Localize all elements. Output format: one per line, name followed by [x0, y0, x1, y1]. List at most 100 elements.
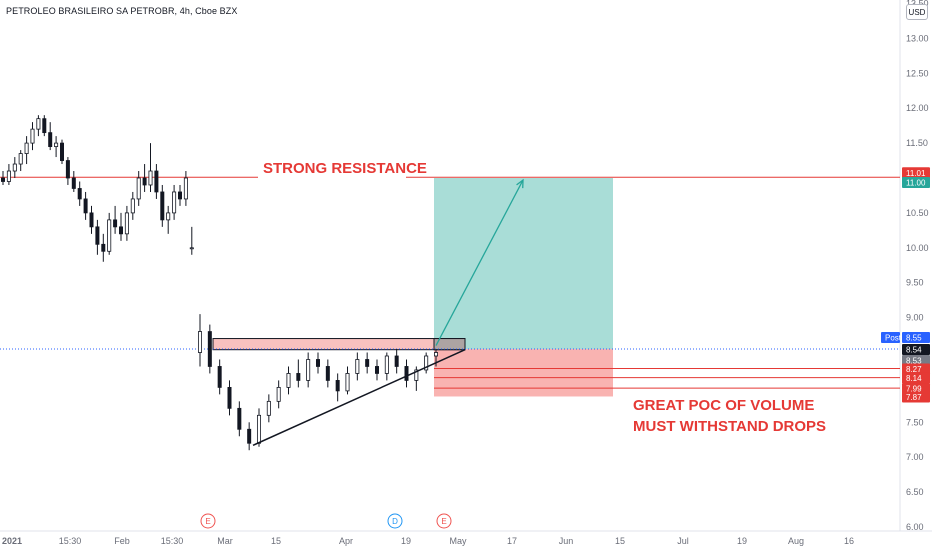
- candle-body: [0, 177, 6, 182]
- y-tick-label: 10.50: [906, 208, 929, 218]
- candle-body: [365, 359, 370, 367]
- x-tick-label: 15: [271, 536, 281, 546]
- candle-body: [374, 366, 379, 374]
- x-tick-label: 15: [615, 536, 625, 546]
- price-axis-badge: 8.53: [902, 355, 930, 367]
- y-tick-label: 6.50: [906, 487, 924, 497]
- time-axis[interactable]: 2021 15:30 Feb 15:30 Mar 15 Apr 19 May 17 Jun 15 Jul…: [2, 536, 854, 546]
- entry-box[interactable]: [433, 338, 466, 351]
- badge-label: 7.87: [906, 393, 922, 402]
- candle-body: [60, 142, 65, 161]
- event-label: E: [441, 517, 446, 526]
- chart-title: PETROLEO BRASILEIRO SA PETROBR, 4h, Cboe…: [6, 6, 238, 16]
- candle-body: [83, 198, 88, 214]
- price-axis-badge: 8.14: [902, 372, 930, 384]
- event-marker[interactable]: E: [200, 513, 216, 529]
- candle-body: [54, 142, 59, 147]
- candle-body: [142, 177, 147, 186]
- y-tick-label: 6.00: [906, 522, 924, 532]
- candle-body: [124, 212, 129, 235]
- x-tick-label: 16: [844, 536, 854, 546]
- y-tick-label: 13.00: [906, 33, 929, 43]
- event-circle: [387, 513, 403, 529]
- badge-bg: [902, 363, 930, 375]
- candle-body: [36, 118, 41, 130]
- candle-body: [65, 160, 70, 179]
- badge-label: 7.99: [906, 385, 922, 394]
- candle-body: [404, 366, 409, 381]
- candle-body: [12, 163, 17, 172]
- candle-body: [256, 414, 261, 444]
- candle-body: [101, 243, 106, 252]
- y-tick-label: 9.50: [906, 278, 924, 288]
- price-axis-badge: 7.87: [902, 391, 930, 403]
- badge-label: Post: [885, 334, 902, 343]
- loss-zone[interactable]: [434, 349, 613, 397]
- y-tick-label: 9.00: [906, 313, 924, 323]
- poc-annotation-line1[interactable]: GREAT POC OF VOLUME: [633, 397, 814, 414]
- y-tick-label: 7.00: [906, 452, 924, 462]
- price-axis[interactable]: 13.5013.0012.5012.0011.5011.0010.5010.00…: [906, 0, 929, 532]
- badge-bg: [902, 383, 930, 395]
- candle-body: [207, 331, 212, 367]
- event-circle: [436, 513, 452, 529]
- candle-body: [296, 373, 301, 381]
- candle-body: [266, 400, 271, 416]
- x-tick-label: Jul: [677, 536, 689, 546]
- event-marker[interactable]: E: [436, 513, 452, 529]
- x-tick-label: Feb: [114, 536, 130, 546]
- badge-label: 8.55: [906, 334, 922, 343]
- x-tick-label: 15:30: [59, 536, 82, 546]
- event-marker[interactable]: D: [387, 513, 403, 529]
- consolidation-box[interactable]: [212, 338, 466, 351]
- candle-body: [48, 132, 53, 147]
- resistance-text-bg: [258, 158, 406, 178]
- event-label: D: [392, 517, 398, 526]
- y-tick-label: 11.50: [906, 138, 928, 148]
- resistance-annotation[interactable]: STRONG RESISTANCE: [263, 160, 427, 177]
- x-tick-label: 19: [401, 536, 411, 546]
- target-arrow[interactable]: [435, 179, 524, 346]
- candle-body: [217, 366, 222, 388]
- candle-body: [148, 170, 153, 186]
- y-tick-label: 12.50: [906, 68, 929, 78]
- candle-body: [197, 331, 202, 353]
- candle-body: [24, 142, 29, 154]
- badge-bg: [881, 332, 900, 344]
- candle-body: [433, 352, 438, 357]
- badge-bg: [902, 332, 930, 344]
- candle-body: [77, 188, 82, 200]
- ascending-trendline[interactable]: [252, 349, 466, 447]
- badge-bg: [902, 177, 930, 188]
- candle-body: [414, 369, 419, 381]
- poc-annotation-line2[interactable]: MUST WITHSTAND DROPS: [633, 418, 826, 435]
- candles: [0, 115, 438, 451]
- y-tick-label: 12.00: [906, 103, 929, 113]
- badge-bg: [902, 355, 930, 367]
- candle-body: [335, 380, 340, 392]
- event-label: E: [205, 517, 210, 526]
- price-axis-badge: 11.00: [902, 177, 930, 188]
- x-tick-label: 15:30: [161, 536, 184, 546]
- poc-lines[interactable]: [434, 368, 900, 389]
- candle-body: [107, 219, 112, 252]
- candle-body: [166, 212, 171, 221]
- candle-body: [306, 359, 311, 381]
- y-tick-label: 7.50: [906, 417, 924, 427]
- badge-label: 11.01: [906, 169, 926, 178]
- candle-body: [276, 386, 281, 402]
- profit-zone[interactable]: [434, 178, 613, 350]
- candle-body: [315, 359, 320, 367]
- x-tick-label: Mar: [217, 536, 233, 546]
- badge-label: 8.54: [906, 346, 922, 355]
- x-tick-label: Aug: [788, 536, 804, 546]
- candle-body: [6, 170, 11, 182]
- currency-button[interactable]: USD: [906, 4, 928, 20]
- candle-body: [177, 191, 182, 200]
- candle-body: [394, 355, 399, 367]
- badge-bg: [902, 391, 930, 403]
- price-axis-badge: Post: [881, 332, 902, 344]
